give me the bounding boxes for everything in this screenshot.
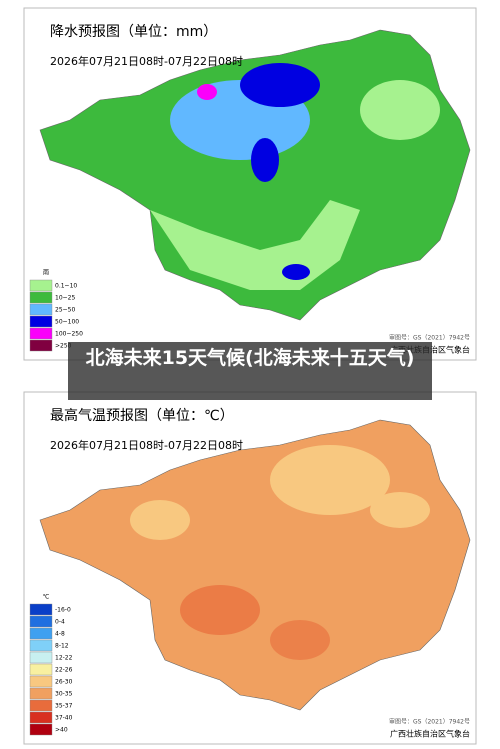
caption: 北海未来15天气候(北海未来十五天气): [68, 342, 432, 400]
legend-swatch: [29, 603, 53, 616]
legend-label: 50~100: [55, 319, 79, 326]
rain-area: [251, 138, 279, 182]
legend-swatch: [29, 339, 53, 352]
legend-label: >250: [55, 343, 72, 350]
legend-swatch: [29, 627, 53, 640]
legend-label: 4-8: [55, 631, 65, 638]
temp-area: [180, 585, 260, 635]
map-title: 最高气温预报图（单位：℃）: [50, 407, 234, 424]
legend-swatch: [29, 687, 53, 700]
legend-swatch: [29, 615, 53, 628]
rain-area: [360, 80, 440, 140]
legend-swatch: [29, 651, 53, 664]
legend-label: 0-4: [55, 619, 65, 626]
legend-label: 22-26: [55, 667, 73, 674]
review-number: 审图号：GS（2021）7942号: [389, 334, 470, 342]
legend-label: 0.1~10: [55, 283, 77, 290]
legend-swatch: [29, 303, 53, 316]
legend-swatch: [29, 315, 53, 328]
period: 2026年07月21日08时-07月22日08时: [50, 438, 243, 452]
legend-swatch: [29, 711, 53, 724]
map-title: 降水预报图（单位：mm）: [50, 24, 217, 40]
period: 2026年07月21日08时-07月22日08时: [50, 54, 243, 68]
legend-header: 雨: [43, 270, 49, 277]
temp-area: [370, 492, 430, 528]
legend-header: ℃: [43, 594, 50, 601]
temp-area: [270, 445, 390, 515]
rain-area: [240, 63, 320, 107]
legend-swatch: [29, 291, 53, 304]
legend-label: 35-37: [55, 703, 73, 710]
rain-area: [282, 264, 310, 280]
legend-label: 10~25: [55, 295, 75, 302]
legend-label: 26-30: [55, 679, 73, 686]
legend-label: -16-0: [55, 607, 71, 614]
legend-label: 30-35: [55, 691, 73, 698]
legend-label: 37-40: [55, 715, 73, 722]
temp-area: [130, 500, 190, 540]
temp-map: [39, 419, 471, 711]
rain-area: [197, 84, 217, 100]
legend-swatch: [29, 279, 53, 292]
review-number: 审图号：GS（2021）7942号: [389, 718, 470, 726]
legend-swatch: [29, 699, 53, 712]
issuer: 广西壮族自治区气象台: [390, 729, 470, 739]
legend-label: 100~250: [55, 331, 83, 338]
legend-swatch: [29, 675, 53, 688]
legend-label: 12-22: [55, 655, 73, 662]
rain-map: [39, 29, 471, 321]
legend-label: 8-12: [55, 643, 69, 650]
legend-swatch: [29, 723, 53, 736]
legend-label: >40: [55, 727, 68, 734]
legend-swatch: [29, 327, 53, 340]
temp-area: [270, 620, 330, 660]
legend-swatch: [29, 639, 53, 652]
legend-swatch: [29, 663, 53, 676]
legend-label: 25~50: [55, 307, 75, 314]
